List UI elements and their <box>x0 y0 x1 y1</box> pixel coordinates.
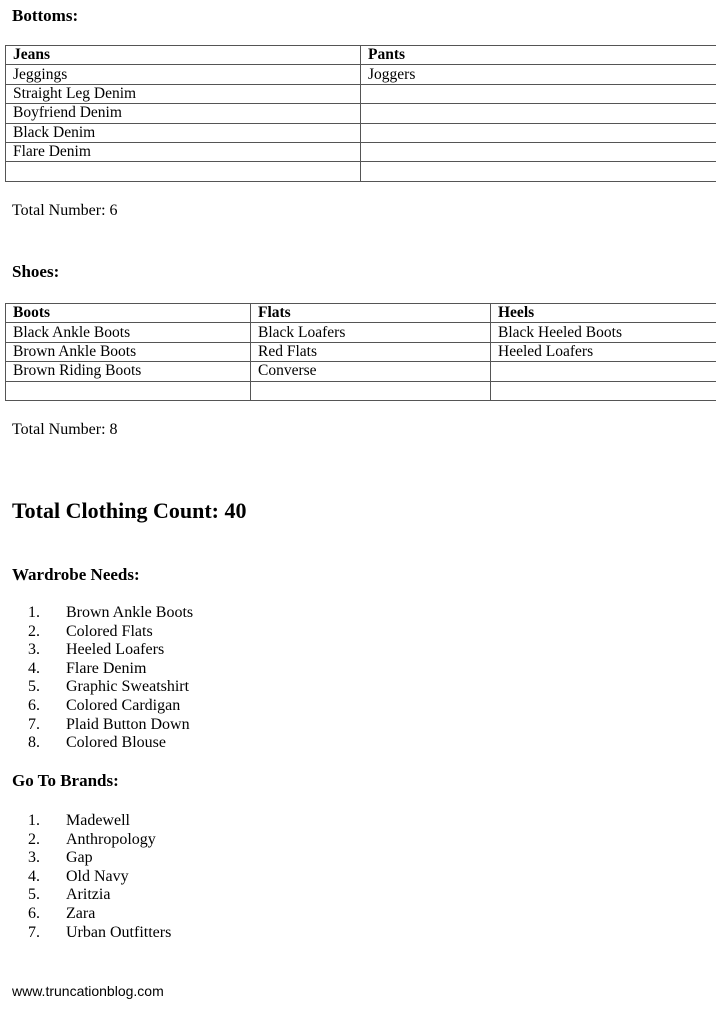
table-cell: Heeled Loafers <box>490 341 716 363</box>
list-item-text: Flare Denim <box>66 659 147 677</box>
table-cell: Joggers <box>360 64 716 85</box>
list-item: 2. Colored Flats <box>12 623 193 642</box>
list-item-text: Anthropology <box>66 830 156 848</box>
list-item: 4. Old Navy <box>12 868 171 887</box>
column-header: Jeans <box>5 44 361 66</box>
table-cell <box>360 141 716 163</box>
list-number: 6. <box>28 904 40 922</box>
list-number: 3. <box>28 641 40 659</box>
list-item-text: Colored Blouse <box>66 734 166 752</box>
bottoms-heading: Bottoms: <box>12 6 79 25</box>
table-row <box>5 161 716 182</box>
list-item: 7. Plaid Button Down <box>12 716 193 735</box>
list-item: 5. Graphic Sweatshirt <box>12 678 193 697</box>
list-item: 3. Heeled Loafers <box>12 641 193 660</box>
column-header: Boots <box>5 302 251 324</box>
table-cell: Black Denim <box>5 122 361 143</box>
column-header: Heels <box>490 302 716 324</box>
table-cell <box>360 103 716 124</box>
table-row: Brown Ankle Boots Red Flats Heeled Loafers <box>5 341 716 363</box>
bottoms-table: Jeans Pants Jeggings Joggers Straight Leg De… <box>5 44 716 182</box>
table-cell: Flare Denim <box>5 141 361 163</box>
list-number: 2. <box>28 622 40 640</box>
list-item: 2. Anthropology <box>12 831 171 850</box>
table-cell: Boyfriend Denim <box>5 103 361 124</box>
column-header: Flats <box>250 302 491 324</box>
table-cell: Black Loafers <box>250 322 491 343</box>
table-cell: Black Ankle Boots <box>5 322 251 343</box>
table-cell <box>490 380 716 401</box>
table-row: Black Ankle Boots Black Loafers Black Heel… <box>5 322 716 343</box>
table-cell: Brown Riding Boots <box>5 361 251 382</box>
list-item-text: Plaid Button Down <box>66 715 190 733</box>
table-row: Flare Denim <box>5 141 716 163</box>
bottoms-total: Total Number: 6 <box>12 202 118 219</box>
list-number: 5. <box>28 886 40 904</box>
list-item-text: Heeled Loafers <box>66 641 165 659</box>
list-item-text: Colored Flats <box>66 622 153 640</box>
table-cell: Jeggings <box>5 64 361 85</box>
list-item: 1. Brown Ankle Boots <box>12 604 193 623</box>
list-item: 4. Flare Denim <box>12 660 193 679</box>
list-number: 6. <box>28 696 40 714</box>
table-cell <box>5 161 361 182</box>
table-cell: Black Heeled Boots <box>490 322 716 343</box>
shoes-heading: Shoes: <box>12 262 60 281</box>
table-cell: Converse <box>250 361 491 382</box>
shoes-total: Total Number: 8 <box>12 421 118 438</box>
list-item-text: Brown Ankle Boots <box>66 604 194 621</box>
table-cell: Red Flats <box>250 341 491 363</box>
list-number: 7. <box>28 923 40 941</box>
list-number: 4. <box>28 867 40 885</box>
list-item-text: Zara <box>66 904 96 922</box>
list-item: 6. Zara <box>12 905 171 924</box>
table-cell: Straight Leg Denim <box>5 83 361 105</box>
list-number: 5. <box>28 678 40 696</box>
wardrobe-needs-heading: Wardrobe Needs: <box>12 565 140 584</box>
list-item-text: Old Navy <box>66 867 129 885</box>
wardrobe-needs-list: 1. Brown Ankle Boots 2. Colored Flats 3. Heel… <box>12 604 193 753</box>
column-header: Pants <box>360 44 716 66</box>
total-clothing-count: Total Clothing Count: 40 <box>12 498 247 523</box>
brands-list: 1. Madewell 2. Anthropology 3. Gap 4. Old Navy 5… <box>12 812 171 942</box>
table-row: Boyfriend Denim <box>5 103 716 124</box>
footer-url[interactable]: www.truncationblog.com <box>12 983 164 999</box>
list-number: 1. <box>28 604 40 621</box>
table-cell <box>360 161 716 182</box>
list-number: 7. <box>28 715 40 733</box>
list-item-text: Madewell <box>66 812 130 829</box>
list-item-text: Urban Outfitters <box>66 923 172 941</box>
list-number: 3. <box>28 849 40 867</box>
table-cell <box>360 83 716 105</box>
list-item-text: Gap <box>66 849 93 867</box>
shoes-table: Boots Flats Heels Black Ankle Boots Black Lo… <box>5 302 716 401</box>
table-cell <box>490 361 716 382</box>
list-item-text: Graphic Sweatshirt <box>66 678 190 696</box>
list-item: 1. Madewell <box>12 812 171 831</box>
list-number: 8. <box>28 734 40 752</box>
list-item: 8. Colored Blouse <box>12 734 193 753</box>
table-cell <box>5 380 251 401</box>
list-item-text: Colored Cardigan <box>66 696 181 714</box>
table-cell <box>250 380 491 401</box>
table-row: Brown Riding Boots Converse <box>5 361 716 382</box>
list-item: 5. Aritzia <box>12 886 171 905</box>
list-number: 1. <box>28 812 40 829</box>
list-item-text: Aritzia <box>66 886 111 904</box>
table-row: Black Denim <box>5 122 716 143</box>
table-row: Jeggings Joggers <box>5 64 716 85</box>
list-item: 7. Urban Outfitters <box>12 924 171 943</box>
list-item: 6. Colored Cardigan <box>12 697 193 716</box>
table-cell <box>360 122 716 143</box>
list-item: 3. Gap <box>12 849 171 868</box>
table-row <box>5 380 716 401</box>
table-cell: Brown Ankle Boots <box>5 341 251 363</box>
table-row: Straight Leg Denim <box>5 83 716 105</box>
brands-heading: Go To Brands: <box>12 771 119 790</box>
list-number: 2. <box>28 830 40 848</box>
list-number: 4. <box>28 659 40 677</box>
